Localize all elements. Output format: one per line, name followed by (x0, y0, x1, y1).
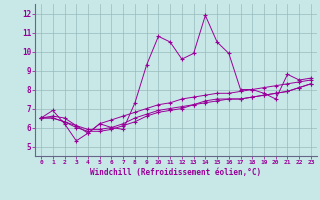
X-axis label: Windchill (Refroidissement éolien,°C): Windchill (Refroidissement éolien,°C) (91, 168, 261, 177)
